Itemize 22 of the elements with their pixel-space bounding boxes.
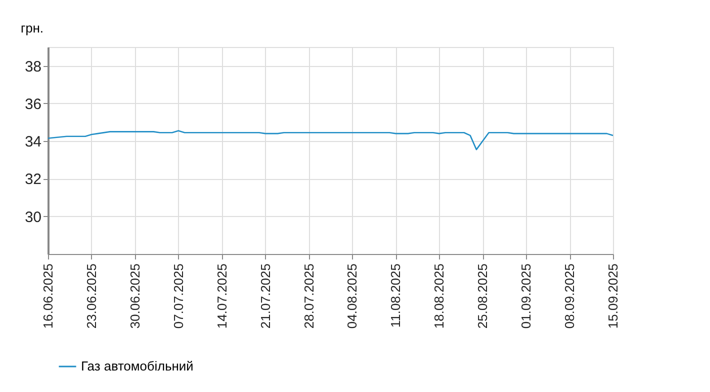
x-tick-label: 14.07.2025 xyxy=(214,264,230,329)
x-tick-label: 07.07.2025 xyxy=(170,264,186,329)
x-tick-label: 25.08.2025 xyxy=(475,264,490,329)
y-tick-label: 36 xyxy=(24,96,42,113)
y-tick-label: 38 xyxy=(24,58,42,76)
y-tick-label: 34 xyxy=(24,134,42,151)
x-tick-label: 01.09.2025 xyxy=(518,264,534,329)
x-tick-label: 21.07.2025 xyxy=(258,264,273,329)
line-series xyxy=(48,130,613,150)
x-tick-label: 04.08.2025 xyxy=(344,264,360,329)
x-tick-label: 08.09.2025 xyxy=(562,264,578,329)
legend-label: Газ автомобільний xyxy=(81,358,194,374)
x-tick-label: 30.06.2025 xyxy=(127,264,142,329)
x-tick-label: 23.06.2025 xyxy=(84,264,99,329)
y-tick-label: 32 xyxy=(24,171,42,188)
x-tick-label: 28.07.2025 xyxy=(301,264,316,329)
x-tick-label: 11.08.2025 xyxy=(388,264,404,328)
x-tick-label: 16.06.2025 xyxy=(40,264,56,329)
y-axis-title: грн. xyxy=(20,20,44,36)
x-tick-label: 15.09.2025 xyxy=(606,264,620,329)
y-tick-label: 30 xyxy=(24,208,42,226)
x-tick-label: 18.08.2025 xyxy=(432,264,447,329)
